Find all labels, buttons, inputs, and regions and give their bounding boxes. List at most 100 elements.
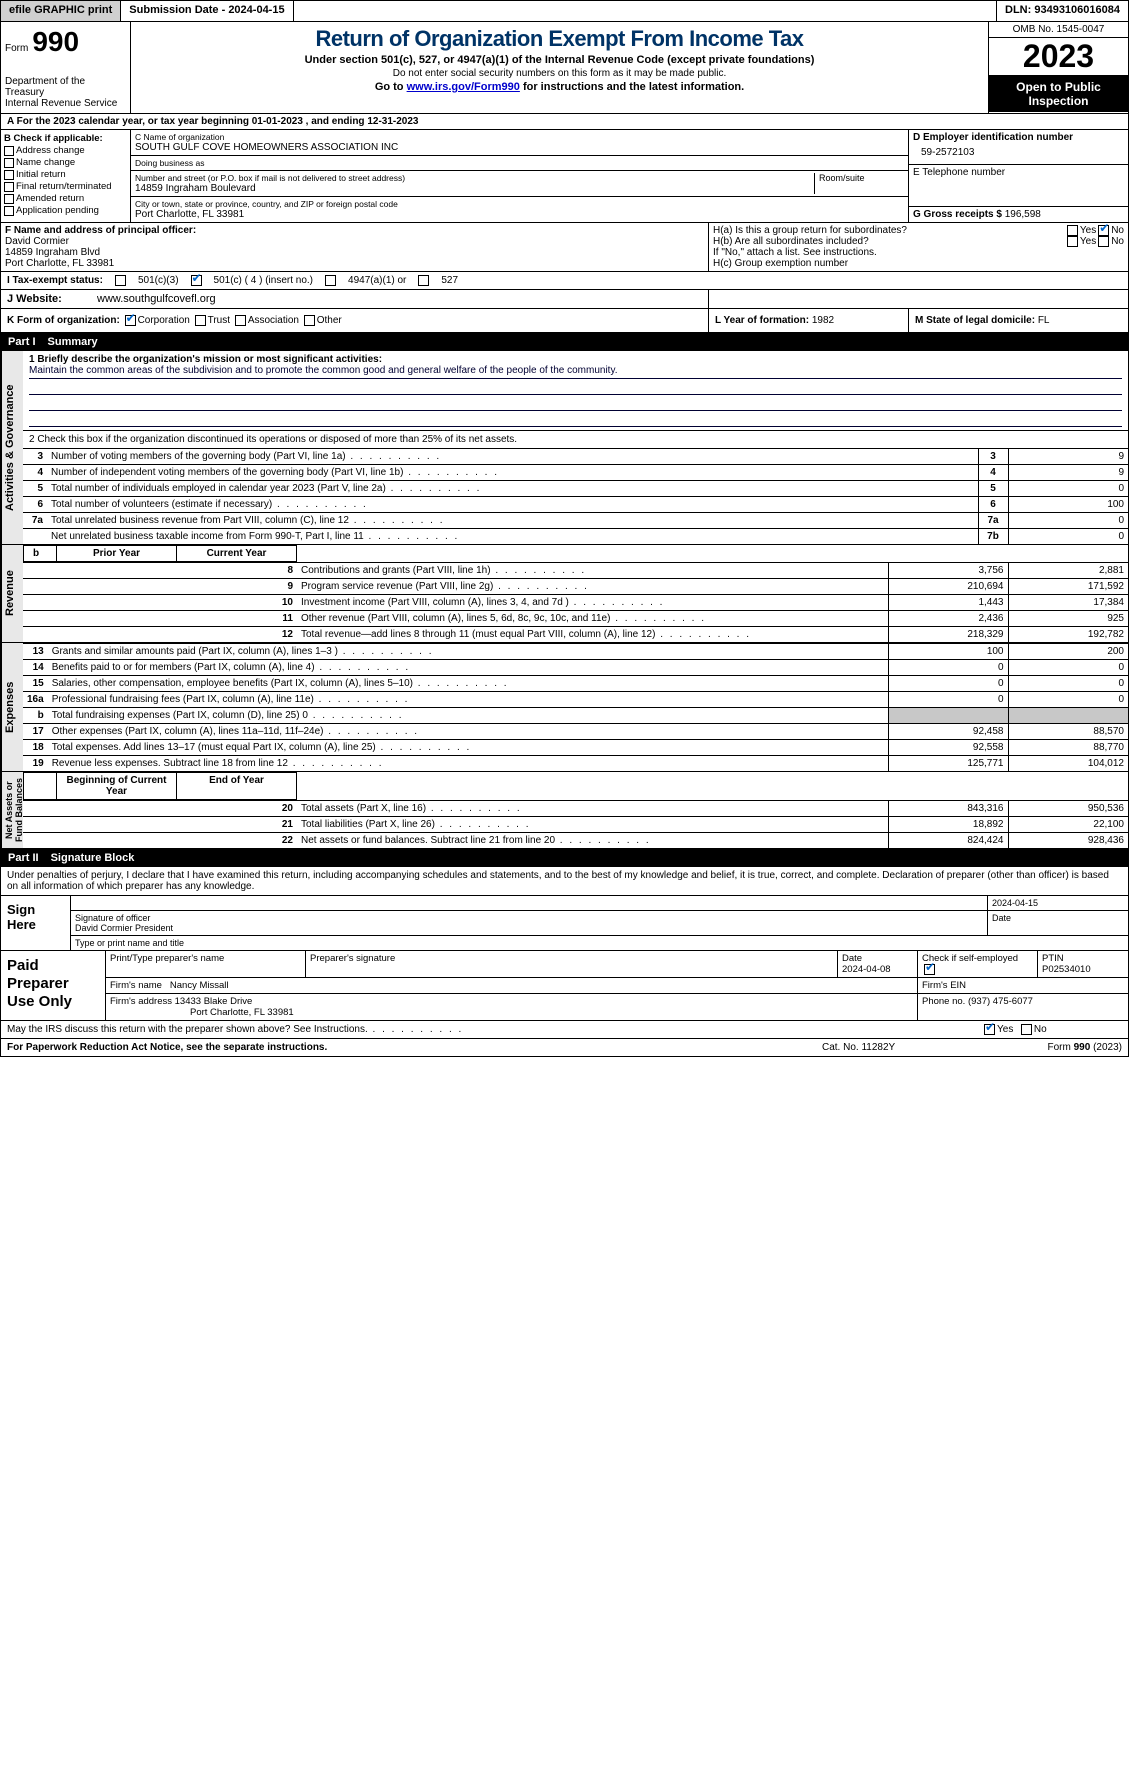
dln: DLN: 93493106016084 [997,1,1128,21]
efile-print-button[interactable]: efile GRAPHIC print [1,1,121,21]
firm-addr2: Port Charlotte, FL 33981 [190,1007,294,1018]
netassets-table: Beginning of Current YearEnd of Year20To… [23,772,1128,848]
page-footer: For Paperwork Reduction Act Notice, see … [0,1039,1129,1057]
dba-label: Doing business as [135,158,904,168]
perjury-text: Under penalties of perjury, I declare th… [0,867,1129,896]
form-subtitle-2: Do not enter social security numbers on … [139,68,980,79]
website-row: J Website: www.southgulfcovefl.org [0,290,1129,309]
state-domicile: FL [1038,315,1050,326]
part1-header: Part I Summary [0,333,1129,351]
submission-date: Submission Date - 2024-04-15 [121,1,293,21]
phone-label: E Telephone number [913,167,1124,178]
sign-here-block: Sign Here 2024-04-15 Signature of office… [0,896,1129,951]
vtab-revenue: Revenue [1,545,23,642]
hb-label: H(b) Are all subordinates included? [713,236,1065,247]
chk-501c[interactable] [191,275,202,286]
chk-initial-return[interactable]: Initial return [4,169,127,180]
part2-header: Part II Signature Block [0,849,1129,867]
chk-final-return[interactable]: Final return/terminated [4,181,127,192]
topbar-spacer [294,1,997,21]
revenue-body: Revenue bPrior YearCurrent Year8Contribu… [0,545,1129,643]
chk-self-employed[interactable] [924,964,935,975]
form-subtitle-1: Under section 501(c), 527, or 4947(a)(1)… [139,54,980,66]
netassets-body: Net Assets or Fund Balances Beginning of… [0,772,1129,849]
type-print-label: Type or print name and title [71,936,1128,950]
part1-body: Activities & Governance 1 Briefly descri… [0,351,1129,545]
paid-preparer-block: Paid Preparer Use Only Print/Type prepar… [0,951,1129,1021]
firm-addr1: 13433 Blake Drive [175,996,253,1007]
city-value: Port Charlotte, FL 33981 [135,209,904,220]
open-inspection: Open to Public Inspection [989,76,1128,112]
entity-block: B Check if applicable: Address change Na… [0,130,1129,223]
officer-row: F Name and address of principal officer:… [0,223,1129,272]
hb-no[interactable] [1098,236,1109,247]
chk-assoc[interactable] [235,315,246,326]
tax-status-row: I Tax-exempt status: 501(c)(3) 501(c) ( … [0,272,1129,290]
room-suite-label: Room/suite [814,173,904,194]
expenses-table: 13Grants and similar amounts paid (Part … [23,643,1128,771]
officer-addr1: 14859 Ingraham Blvd [5,247,704,258]
may-yes[interactable] [984,1024,995,1035]
sig-officer-name: David Cormier President [75,923,983,933]
form-of-org-row: K Form of organization: Corporation Trus… [0,309,1129,333]
chk-other[interactable] [304,315,315,326]
chk-527[interactable] [418,275,429,286]
chk-name-change[interactable]: Name change [4,157,127,168]
gross-receipts-label: G Gross receipts $ [913,209,1002,220]
year-formation: 1982 [812,315,834,326]
prep-sig-label: Preparer's signature [306,951,838,977]
org-name: SOUTH GULF COVE HOMEOWNERS ASSOCIATION I… [135,142,904,153]
revenue-table: bPrior YearCurrent Year8Contributions an… [23,545,1128,642]
ptin-value: P02534010 [1042,964,1091,975]
sign-date: 2024-04-15 [988,896,1128,910]
form-title: Return of Organization Exempt From Incom… [139,26,980,52]
chk-address-change[interactable]: Address change [4,145,127,156]
mission-text: Maintain the common areas of the subdivi… [29,365,1122,379]
vtab-netassets: Net Assets or Fund Balances [1,772,23,848]
ein-value: 59-2572103 [913,143,1124,162]
firm-ein-label: Firm's EIN [918,978,1128,993]
officer-addr2: Port Charlotte, FL 33981 [5,258,704,269]
form-subtitle-3: Go to www.irs.gov/Form990 for instructio… [139,81,980,93]
hc-label: H(c) Group exemption number [713,258,1124,269]
city-label: City or town, state or province, country… [135,199,904,209]
chk-trust[interactable] [195,315,206,326]
chk-501c3[interactable] [115,275,126,286]
check-b-label: B Check if applicable: [4,133,127,144]
mission-block: 1 Briefly describe the organization's mi… [23,351,1128,431]
expenses-body: Expenses 13Grants and similar amounts pa… [0,643,1129,772]
sig-date-label: Date [988,911,1128,935]
may-discuss-row: May the IRS discuss this return with the… [0,1021,1129,1039]
sig-officer-label: Signature of officer [75,913,983,923]
ha-no[interactable] [1098,225,1109,236]
topbar: efile GRAPHIC print Submission Date - 20… [0,0,1129,22]
prep-date: 2024-04-08 [842,964,891,975]
tax-year: 2023 [989,38,1128,76]
form-number: Form 990 [5,26,126,58]
may-no[interactable] [1021,1024,1032,1035]
irs-link[interactable]: www.irs.gov/Form990 [407,81,520,93]
row-a-tax-year: A For the 2023 calendar year, or tax yea… [0,114,1129,130]
org-name-label: C Name of organization [135,132,904,142]
chk-app-pending[interactable]: Application pending [4,205,127,216]
chk-corp[interactable] [125,315,136,326]
ha-label: H(a) Is this a group return for subordin… [713,225,1065,236]
officer-label: F Name and address of principal officer: [5,225,196,236]
firm-phone: (937) 475-6077 [968,996,1033,1007]
hb-note: If "No," attach a list. See instructions… [713,247,1124,258]
officer-name: David Cormier [5,236,704,247]
vtab-governance: Activities & Governance [1,351,23,544]
ha-yes[interactable] [1067,225,1078,236]
street-label: Number and street (or P.O. box if mail i… [135,173,814,183]
form-header: Form 990 Department of the Treasury Inte… [0,22,1129,114]
gross-receipts-value: 196,598 [1005,209,1041,220]
hb-yes[interactable] [1067,236,1078,247]
dept-treasury: Department of the Treasury Internal Reve… [5,76,126,109]
prep-name-label: Print/Type preparer's name [106,951,306,977]
chk-4947[interactable] [325,275,336,286]
chk-amended-return[interactable]: Amended return [4,193,127,204]
ein-label: D Employer identification number [913,132,1073,143]
firm-name: Nancy Missall [170,980,229,991]
website-value: www.southgulfcovefl.org [91,290,708,308]
line2-discontinue: 2 Check this box if the organization dis… [23,431,1128,448]
